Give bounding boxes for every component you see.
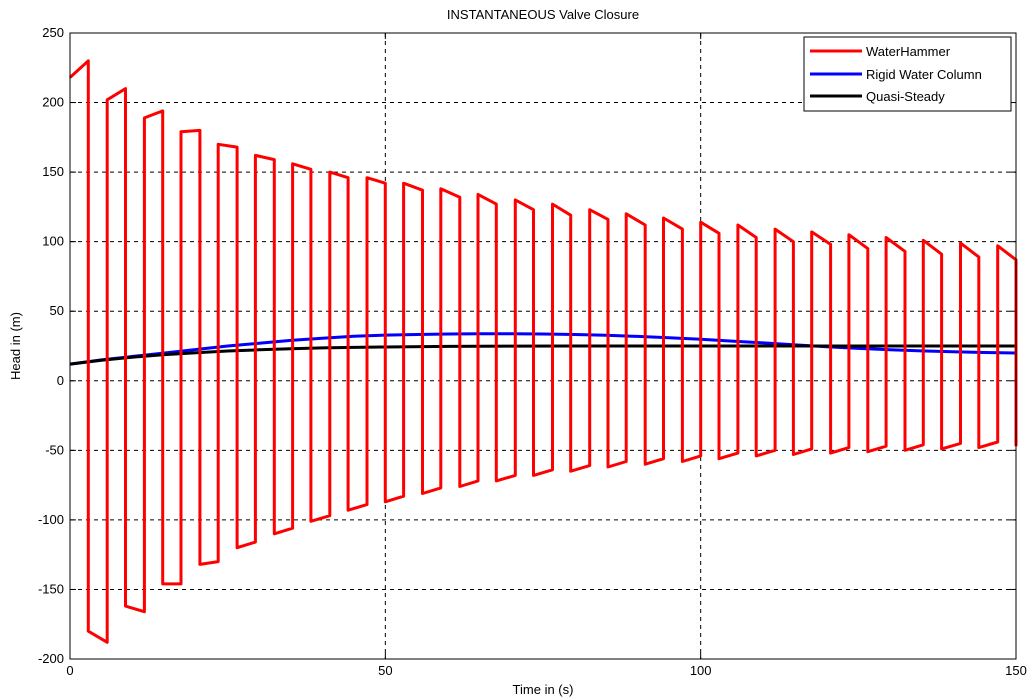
- grid-lines: [70, 33, 1016, 659]
- x-tick-label: 50: [378, 663, 392, 678]
- x-tick-labels: 0 50 100 150: [66, 663, 1026, 678]
- legend-label-quasi-steady: Quasi-Steady: [866, 89, 945, 104]
- legend-label-waterhammer: WaterHammer: [866, 44, 951, 59]
- series-line-rigid-water-column: [69, 332, 1017, 366]
- y-tick-label: 100: [42, 234, 64, 249]
- series-line-waterhammer: [68, 59, 1018, 644]
- x-tick-label: 100: [690, 663, 712, 678]
- y-tick-labels: -200 -150 -100 -50 0 50 100 150 200 250: [38, 25, 64, 666]
- x-tick-label: 0: [66, 663, 73, 678]
- y-tick-label: 250: [42, 25, 64, 40]
- y-axis-label: Head in (m): [8, 312, 23, 380]
- y-tick-label: 200: [42, 95, 64, 110]
- legend: WaterHammer Rigid Water Column Quasi-Ste…: [803, 36, 1012, 112]
- series-lines: [68, 59, 1018, 644]
- legend-entry-quasi-steady: Quasi-Steady: [810, 89, 945, 104]
- y-tick-label: 0: [57, 373, 64, 388]
- plot-frame: [69, 32, 1017, 660]
- y-tick-label: -150: [38, 581, 64, 596]
- y-tick-label: -200: [38, 651, 64, 666]
- y-tick-label: -100: [38, 512, 64, 527]
- y-tick-label: -50: [45, 442, 64, 457]
- chart-title: INSTANTANEOUS Valve Closure: [447, 7, 639, 22]
- legend-entry-waterhammer: WaterHammer: [810, 44, 951, 59]
- y-tick-label: 150: [42, 164, 64, 179]
- x-tick-label: 150: [1005, 663, 1027, 678]
- y-tick-label: 50: [50, 303, 64, 318]
- legend-entry-rigid-water-column: Rigid Water Column: [810, 67, 982, 82]
- x-axis-label: Time in (s): [513, 682, 574, 697]
- legend-label-rigid-water-column: Rigid Water Column: [866, 67, 982, 82]
